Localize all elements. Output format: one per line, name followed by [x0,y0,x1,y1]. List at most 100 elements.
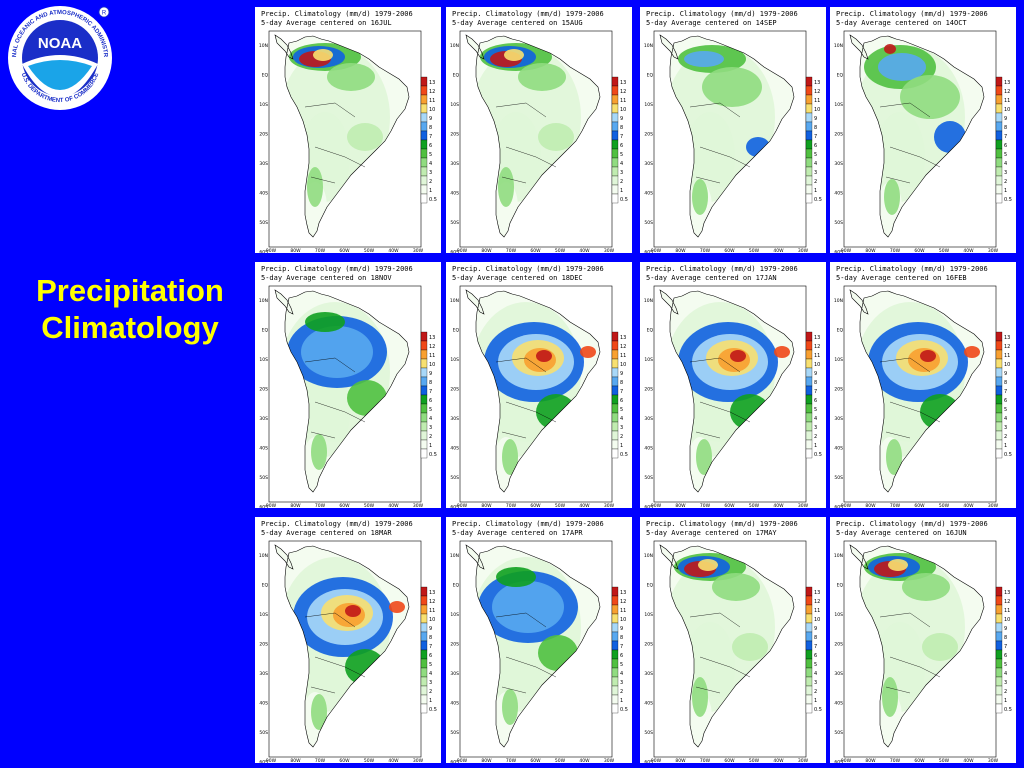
lat-label: 30S [259,416,268,422]
colorbar-label: 0.5 [814,197,822,203]
colorbar-swatch [805,193,813,204]
colorbar-swatch [805,358,813,369]
lat-label: 40S [644,701,653,707]
map-title-line: Precip. Climatology (mm/d) 1979-2006 [836,10,988,18]
colorbar-swatch [611,421,619,432]
colorbar-swatch [805,667,813,678]
colorbar-label: 12 [620,599,626,605]
colorbar-swatch [420,385,428,396]
lon-label: 50W [555,248,566,253]
lat-label: 50S [259,220,268,226]
lat-label: EQ [647,328,654,334]
colorbar-label: 0.5 [429,197,437,203]
colorbar-swatch [805,148,813,159]
colorbar-label: 12 [814,344,820,350]
lon-label: 90W [457,758,468,763]
colorbar-swatch [995,604,1003,615]
colorbar-swatch [995,613,1003,624]
colorbar-swatch [995,439,1003,450]
colorbar-swatch [611,430,619,441]
lat-label: 10N [834,298,843,304]
map-panel-17jan: 10N EQ 10S 20S 30S 40S 50S 60S 90W 80W 70W 60W 50W 40… [640,262,826,508]
lat-label: EQ [837,583,844,589]
colorbar-label: 11 [429,353,435,359]
lon-label: 70W [700,248,711,253]
colorbar-swatch [995,667,1003,678]
colorbar-swatch [805,367,813,378]
colorbar-label: 9 [429,116,432,122]
colorbar-label: 12 [620,344,626,350]
lat-label: EQ [647,583,654,589]
lat-label: 10N [644,553,653,559]
colorbar-label: 1 [620,188,623,194]
colorbar-swatch [805,622,813,633]
colorbar-label: 1 [1004,188,1007,194]
colorbar-label: 3 [1004,680,1007,686]
colorbar-label: 10 [814,617,820,623]
colorbar-label: 5 [1004,407,1007,413]
colorbar-swatch [611,412,619,423]
colorbar-label: 12 [429,344,435,350]
colorbar-swatch [995,94,1003,105]
lat-label: 20S [834,642,843,648]
colorbar-swatch [420,448,428,459]
colorbar-label: 11 [620,98,626,104]
colorbar-label: 8 [620,635,623,641]
colorbar-label: 11 [620,353,626,359]
colorbar-label: 11 [429,98,435,104]
colorbar-swatch [611,148,619,159]
lat-label: 60S [259,505,268,509]
colorbar-swatch [995,421,1003,432]
map-title-line: Precip. Climatology (mm/d) 1979-2006 [836,265,988,273]
colorbar-swatch [420,367,428,378]
map-title-line: Precip. Climatology (mm/d) 1979-2006 [646,265,798,273]
colorbar-swatch [420,166,428,177]
colorbar-swatch [995,85,1003,96]
colorbar-label: 9 [1004,626,1007,632]
lat-label: 40S [259,191,268,197]
colorbar-swatch [611,694,619,705]
lat-label: 50S [644,220,653,226]
lat-label: 40S [259,446,268,452]
colorbar-label: 10 [814,362,820,368]
colorbar-label: 6 [620,653,623,659]
colorbar-swatch [995,676,1003,687]
colorbar-swatch [420,667,428,678]
colorbar-swatch [611,358,619,369]
colorbar-label: 12 [1004,89,1010,95]
colorbar-label: 12 [429,599,435,605]
colorbar-label: 6 [429,653,432,659]
colorbar-label: 5 [1004,152,1007,158]
lon-label: 30W [413,503,424,508]
colorbar-swatch [420,130,428,141]
colorbar-swatch [420,94,428,105]
lon-label: 50W [939,758,950,763]
lon-label: 40W [579,503,590,508]
colorbar-swatch [420,103,428,114]
colorbar-label: 13 [814,80,820,86]
colorbar-label: 2 [620,689,623,695]
colorbar-swatch [805,103,813,114]
colorbar-label: 11 [1004,98,1010,104]
colorbar-label: 11 [620,608,626,614]
lon-label: 50W [749,248,760,253]
lat-label: 30S [834,161,843,167]
colorbar-swatch [805,694,813,705]
lat-label: 30S [644,671,653,677]
colorbar-label: 1 [1004,698,1007,704]
colorbar-label: 1 [620,443,623,449]
slide-title: Precipitation Climatology [0,272,260,346]
lat-label: 50S [644,730,653,736]
colorbar-label: 8 [1004,380,1007,386]
colorbar-swatch [420,439,428,450]
colorbar-swatch [995,358,1003,369]
colorbar-swatch [420,412,428,423]
lat-label: 60S [644,250,653,254]
colorbar-label: 3 [429,425,432,431]
lon-label: 40W [963,758,974,763]
colorbar-label: 1 [1004,443,1007,449]
colorbar-swatch [420,676,428,687]
colorbar-label: 3 [620,170,623,176]
colorbar-label: 13 [620,335,626,341]
colorbar-label: 9 [814,116,817,122]
